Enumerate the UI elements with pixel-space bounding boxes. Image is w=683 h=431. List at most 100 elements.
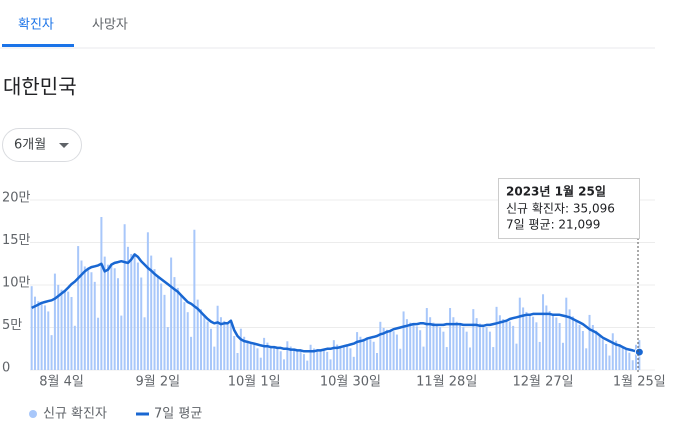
- bar: [279, 351, 282, 370]
- tab[interactable]: 사망자: [92, 18, 128, 33]
- bar: [581, 330, 584, 370]
- bar: [578, 324, 581, 370]
- bar: [286, 341, 289, 370]
- x-tick-label: 12월 27일: [512, 375, 573, 390]
- bar: [561, 342, 564, 370]
- bar: [239, 328, 242, 370]
- bar: [532, 316, 535, 370]
- bar: [243, 336, 246, 370]
- bar: [219, 317, 222, 370]
- avg-line: [31, 253, 640, 354]
- bar: [120, 315, 123, 370]
- bar: [213, 346, 216, 370]
- bar: [442, 331, 445, 370]
- bar: [309, 344, 312, 370]
- bar: [611, 333, 614, 370]
- bar: [83, 266, 86, 370]
- bar: [399, 348, 402, 370]
- bar: [110, 264, 113, 370]
- y-tick-label: 0: [2, 361, 10, 376]
- bar: [43, 305, 46, 370]
- bar: [73, 325, 76, 370]
- bar: [455, 321, 458, 370]
- bar: [552, 314, 555, 370]
- bar: [369, 339, 372, 370]
- bar: [362, 338, 365, 370]
- bar: [621, 347, 624, 370]
- bar: [302, 354, 305, 370]
- bar: [346, 346, 349, 370]
- bar: [379, 321, 382, 370]
- bar: [107, 264, 110, 370]
- bar: [190, 336, 193, 370]
- bar: [465, 331, 468, 370]
- bar: [256, 348, 259, 370]
- bar: [518, 297, 521, 370]
- bar: [170, 257, 173, 370]
- x-tick-label: 8월 4일: [39, 375, 84, 390]
- bar: [136, 262, 139, 370]
- bar: [249, 342, 252, 370]
- bar: [253, 344, 256, 370]
- x-tick-label: 9월 2일: [136, 375, 181, 390]
- bar: [273, 347, 276, 370]
- bar: [565, 297, 568, 370]
- tab[interactable]: 확진자: [18, 18, 54, 33]
- bar: [97, 317, 100, 370]
- bar: [57, 284, 60, 370]
- bar: [283, 359, 286, 370]
- bar: [512, 325, 515, 370]
- bar: [415, 326, 418, 370]
- bar: [146, 232, 149, 370]
- bar: [625, 349, 628, 370]
- bar: [186, 312, 189, 370]
- bar: [266, 342, 269, 370]
- y-tick-label: 5만: [2, 318, 22, 333]
- bar: [545, 305, 548, 370]
- bar: [180, 295, 183, 370]
- bar: [478, 323, 481, 370]
- bar: [236, 353, 239, 370]
- bar: [33, 296, 36, 370]
- bar: [542, 294, 545, 370]
- bar: [435, 324, 438, 370]
- bar: [339, 345, 342, 370]
- x-tick-label: 10월 30일: [320, 375, 381, 390]
- bar: [332, 340, 335, 370]
- bar: [485, 327, 488, 370]
- x-tick-label: 10월 1일: [228, 375, 281, 390]
- bar: [495, 306, 498, 370]
- bar: [316, 349, 319, 370]
- bar: [113, 268, 116, 370]
- bar: [150, 255, 153, 370]
- bar: [93, 281, 96, 370]
- bar: [422, 346, 425, 370]
- bar: [538, 341, 541, 370]
- bar: [419, 330, 422, 370]
- bar: [160, 283, 163, 370]
- bar: [425, 308, 428, 370]
- bar: [535, 322, 538, 370]
- legend-swatch: [29, 410, 37, 418]
- bar: [233, 336, 236, 370]
- bar: [492, 347, 495, 370]
- bar: [63, 290, 66, 370]
- tooltip-line: 신규 확진자: 35,096: [506, 202, 615, 216]
- bar: [100, 217, 103, 370]
- bar: [558, 322, 561, 370]
- bar: [50, 335, 53, 370]
- bar: [276, 349, 279, 370]
- bar: [432, 322, 435, 370]
- range-dropdown[interactable]: [2, 128, 82, 162]
- bar: [77, 246, 80, 370]
- bar: [395, 334, 398, 370]
- bar: [223, 320, 226, 370]
- bar: [392, 331, 395, 370]
- bar: [140, 277, 143, 370]
- bar: [575, 320, 578, 370]
- bar: [605, 343, 608, 370]
- bar: [429, 317, 432, 370]
- bar: [183, 302, 186, 370]
- bar: [352, 356, 355, 370]
- bar: [598, 335, 601, 370]
